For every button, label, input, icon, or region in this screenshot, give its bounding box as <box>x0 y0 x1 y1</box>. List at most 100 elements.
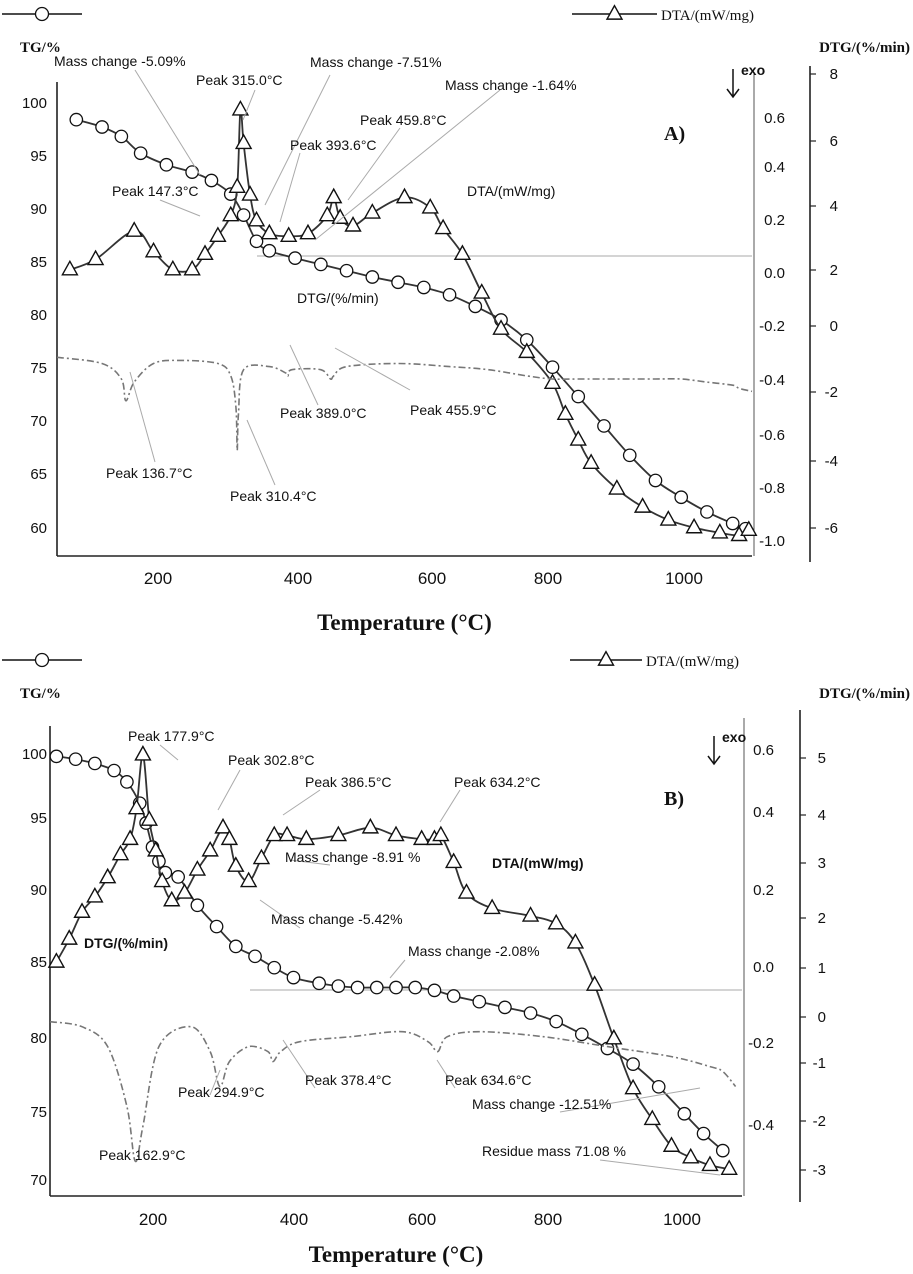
panel-b-dtg-tick-label: -3 <box>813 1162 826 1179</box>
panel-a-dta-data-point <box>228 177 246 193</box>
panel-a-dta-data-point <box>260 223 279 240</box>
panel-b-dta-data-point <box>214 817 232 834</box>
panel-b-tg-data-point <box>651 1079 666 1094</box>
panel-a-dta-data-point <box>434 218 452 235</box>
panel-b-annotation: Mass change -8.91 % <box>285 849 420 865</box>
panel-a-tg-data-point <box>249 234 264 249</box>
panel-a-dta-data-point <box>183 259 201 276</box>
panel-a-dta-data-point <box>711 522 729 539</box>
panel-a-dta-data-point <box>299 223 317 240</box>
panel-b-dta-tick-label: -0.2 <box>748 1035 774 1052</box>
panel-a-dta-tick-label: -1.0 <box>759 533 785 550</box>
panel-b-annotation-leader <box>209 1069 221 1096</box>
panel-b-tg-data-point <box>549 1014 564 1029</box>
panel-a-tg-data-point <box>391 275 405 290</box>
panel-a-tg-data-point <box>622 448 637 463</box>
panel-a-dta-data-point <box>231 99 250 116</box>
panel-a-dta-tick-label: 0.6 <box>764 110 785 127</box>
panel-a-annotation: DTA/(mW/mg) <box>467 183 555 199</box>
panel-a-tg-data-point <box>700 505 714 519</box>
panel-a-annotation-leader <box>242 89 256 121</box>
panel-b-tg-data-point <box>248 949 262 964</box>
panel-b-dta-data-point <box>265 825 283 842</box>
panel-b-x-tick-label: 1000 <box>663 1210 701 1229</box>
panel-a-tg-data-point <box>204 173 219 188</box>
panel-b-dtg-tick-label: 0 <box>818 1009 826 1026</box>
panel-a-dta-data-point <box>61 259 79 276</box>
panel-b-tg-series-line <box>56 755 724 1152</box>
panel-b-tg-data-point <box>350 980 365 995</box>
panel-b-annotation-leader <box>259 899 301 929</box>
panel-b-annotation: DTG/(%/min) <box>84 935 168 951</box>
panel-b-exo-label: exo <box>722 729 746 745</box>
panel-b-dtg-tick-label: -2 <box>813 1113 826 1130</box>
panel-b-dta-data-point <box>412 829 431 846</box>
panel-b-dta-data-point <box>163 890 181 907</box>
panel-b-tg-data-point <box>715 1143 730 1158</box>
panel-b-annotation: Mass change -2.08% <box>408 943 540 959</box>
panel-a-dta-data-point <box>331 208 349 224</box>
panel-a-dta-data-point <box>633 497 652 513</box>
panel-b-tg-tick-label: 100 <box>22 746 47 763</box>
panel-b-tg-tick-label: 90 <box>30 882 47 899</box>
panel-a-annotation: DTG/(%/min) <box>297 290 379 306</box>
panel-b-tg-tick-label: 70 <box>30 1172 47 1189</box>
panel-b-dta-data-point <box>720 1159 738 1175</box>
panel-b-dtg-tick-label: 5 <box>818 750 826 767</box>
panel-b-dtg-tick-label: -1 <box>813 1055 826 1072</box>
panel-a-right-axis-title: DTG/(%/min) <box>819 40 910 56</box>
panel-b-dta-data-point <box>521 906 540 922</box>
panel-b-dta-data-point <box>111 844 130 861</box>
panel-a-annotation-leader <box>264 74 331 206</box>
panel-a-dta-data-point <box>421 197 439 214</box>
panel-a-tg-data-point <box>674 490 689 505</box>
panel-a-dta-data-point <box>144 241 163 258</box>
panel-a-annotation-leader <box>347 127 401 201</box>
panel-a-dta-data-point <box>363 203 382 219</box>
panel-a-dta-data-point <box>86 249 105 266</box>
panel-a-dta-data-point <box>247 210 266 227</box>
panel-b-tg-data-point <box>286 970 301 985</box>
panel-b-dta-data-point <box>175 883 194 899</box>
panel-b-dta-data-point <box>585 975 604 991</box>
panel-a-annotation: Peak 459.8°C <box>360 112 447 128</box>
panel-b-annotation-leader <box>289 859 331 866</box>
panel-a-dtg-tick-label: 2 <box>830 262 838 279</box>
panel-b-dta-data-point <box>239 871 258 888</box>
panel-a-x-axis-title: Temperature (°C) <box>317 610 492 635</box>
panel-a-tg-tick-label: 100 <box>22 95 47 112</box>
panel-a-annotation: Peak 136.7°C <box>106 465 193 481</box>
panel-a-exo-label: exo <box>741 62 765 78</box>
panel-a-tg-data-point <box>725 516 740 531</box>
panel-b-dta-data-point <box>329 825 348 842</box>
panel-a-tg-data-point <box>236 208 251 222</box>
panel-b-tg-data-point <box>574 1027 589 1042</box>
panel-a-dtg-series-line <box>56 356 753 452</box>
panel-b-dta-legend-label: DTA/(mW/mg) <box>646 654 739 670</box>
panel-b-dta-tick-label: 0.2 <box>753 882 774 899</box>
panel-a-dta-data-point <box>209 226 227 243</box>
panel-b-dta-tick-label: 0.0 <box>753 959 774 976</box>
panel-a-tg-data-point <box>159 157 174 172</box>
panel-a-dta-data-point <box>582 453 600 469</box>
panel-b-annotation-leader <box>436 1059 456 1089</box>
panel-a-dta-tick-label: -0.8 <box>759 480 785 497</box>
panel-b-tg-data-point <box>68 752 83 767</box>
panel-b-right-axis-title: DTG/(%/min) <box>819 686 910 702</box>
panel-a-tg-tick-label: 65 <box>30 466 47 483</box>
panel-a-dta-tick-label: 0.0 <box>764 265 785 282</box>
panel-a-tg-data-point <box>571 389 586 404</box>
panel-a-annotation: Mass change -1.64% <box>445 77 577 93</box>
panel-a-dta-data-point <box>241 185 259 201</box>
panel-a-dta-data-point <box>556 404 575 420</box>
panel-b-tg-tick-label: 75 <box>30 1104 47 1121</box>
panel-b-dta-data-point <box>662 1136 681 1152</box>
panel-b-tg-tick-label: 95 <box>30 810 47 827</box>
panel-b-tg-data-point <box>677 1106 692 1121</box>
panel-a-tg-data-point <box>288 251 302 265</box>
panel-b-annotation: DTA/(mW/mg) <box>492 855 584 871</box>
panel-a-annotation-leader <box>314 89 501 241</box>
panel-b-dta-data-point <box>60 929 78 945</box>
panel-b-annotation-leader <box>599 1159 721 1176</box>
